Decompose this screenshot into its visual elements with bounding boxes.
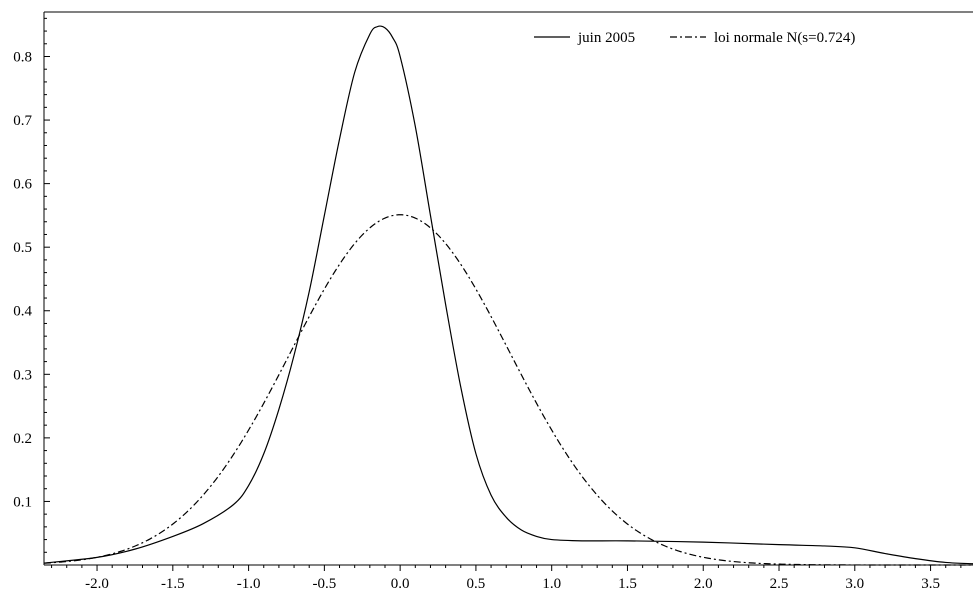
y-tick-label: 0.2 bbox=[13, 431, 32, 447]
y-axis-ticks: 0.1 0.2 0.3 0.4 0.5 0.6 0.7 0.8 bbox=[13, 17, 50, 553]
x-tick-label: 3.5 bbox=[921, 576, 940, 589]
x-tick-label: 0.0 bbox=[391, 576, 410, 589]
y-tick-label: 0.3 bbox=[13, 367, 32, 383]
x-tick-label: -1.0 bbox=[237, 576, 261, 589]
y-tick-label: 0.4 bbox=[13, 304, 32, 320]
x-tick-label: 1.0 bbox=[542, 576, 561, 589]
legend-label-2: loi normale N(s=0.724) bbox=[714, 30, 855, 46]
y-tick-label: 0.6 bbox=[13, 177, 32, 193]
x-axis-ticks: -2.0 -1.5 -1.0 -0.5 0.0 0.5 1.0 1.5 2.0 2.5 3.0 3.5 bbox=[51, 565, 962, 589]
x-tick-label: 2.5 bbox=[770, 576, 789, 589]
series-line-2 bbox=[43, 214, 972, 566]
x-tick-label: 0.5 bbox=[467, 576, 486, 589]
x-tick-label: 2.0 bbox=[694, 576, 713, 589]
y-tick-label: 0.5 bbox=[13, 240, 32, 256]
axes bbox=[43, 11, 973, 566]
legend-label-1: juin 2005 bbox=[577, 30, 635, 46]
x-tick-label: -1.5 bbox=[161, 576, 185, 589]
legend: juin 2005 loi normale N(s=0.724) bbox=[534, 30, 855, 46]
x-tick-label: -0.5 bbox=[312, 576, 336, 589]
series-layer bbox=[43, 25, 974, 566]
x-tick-label: -2.0 bbox=[85, 576, 109, 589]
y-tick-label: 0.8 bbox=[13, 49, 32, 65]
series-line-1 bbox=[43, 25, 974, 565]
x-tick-label: 1.5 bbox=[618, 576, 637, 589]
y-tick-label: 0.1 bbox=[13, 494, 32, 510]
y-tick-label: 0.7 bbox=[13, 113, 32, 129]
x-tick-label: 3.0 bbox=[845, 576, 864, 589]
